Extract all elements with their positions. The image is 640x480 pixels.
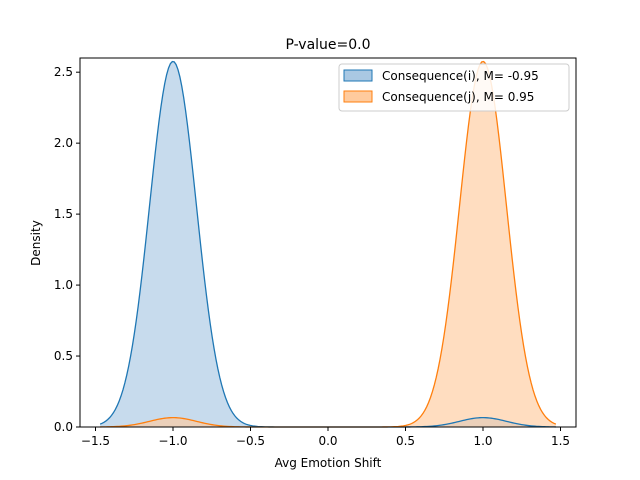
y-tick-label: 2.5 <box>54 65 73 79</box>
y-axis-label: Density <box>29 220 43 266</box>
density-area-consequence-j <box>100 61 556 427</box>
x-axis-ticks: −1.5 −1.0 −0.5 0.0 0.5 1.0 1.5 <box>81 427 570 448</box>
y-tick-label: 1.0 <box>54 278 73 292</box>
y-tick-label: 2.0 <box>54 136 73 150</box>
x-tick-label: −0.5 <box>236 434 265 448</box>
y-tick-label: 1.5 <box>54 207 73 221</box>
density-fills <box>100 61 556 427</box>
x-tick-label: −1.5 <box>81 434 110 448</box>
y-tick-label: 0.5 <box>54 349 73 363</box>
x-tick-label: 1.5 <box>551 434 570 448</box>
chart-title: P-value=0.0 <box>285 37 370 53</box>
legend-patch-consequence-i <box>343 69 373 82</box>
x-axis-label: Avg Emotion Shift <box>275 456 382 470</box>
x-tick-label: −1.0 <box>158 434 187 448</box>
x-tick-label: 1.0 <box>473 434 492 448</box>
legend-patch-consequence-j <box>343 90 373 103</box>
legend: Consequence(i), M= -0.95 Consequence(j),… <box>338 63 570 112</box>
legend-label-consequence-i: Consequence(i), M= -0.95 <box>382 69 539 83</box>
density-area-consequence-i <box>100 61 556 427</box>
x-tick-label: 0.5 <box>396 434 415 448</box>
x-tick-label: 0.0 <box>318 434 337 448</box>
legend-box <box>338 63 570 112</box>
y-axis-ticks: 0.0 0.5 1.0 1.5 2.0 2.5 <box>54 65 80 434</box>
y-tick-label: 0.0 <box>54 420 73 434</box>
legend-label-consequence-j: Consequence(j), M= 0.95 <box>382 90 534 104</box>
